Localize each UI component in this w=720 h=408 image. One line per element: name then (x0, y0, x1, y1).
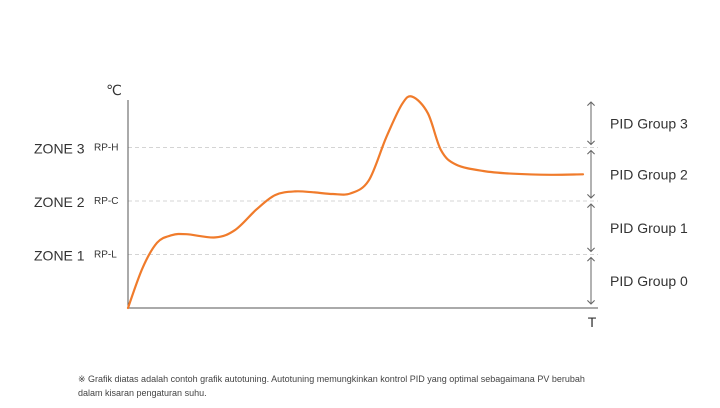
footnote-line-1: ※ Grafik diatas adalah contoh grafik aut… (78, 374, 585, 384)
pid-group-2-label: PID Group 2 (610, 166, 688, 182)
footnote: ※ Grafik diatas adalah contoh grafik aut… (78, 372, 678, 400)
zone-label-1: ZONE 1 (34, 248, 85, 264)
zone-labels: ZONE 1 RP-L ZONE 2 RP-C ZONE 3 RP-H (34, 141, 118, 264)
zone-label-3: ZONE 3 (34, 141, 85, 157)
pid-group-0-label: PID Group 0 (610, 273, 688, 289)
pv-curve (126, 95, 585, 310)
pid-group-1-label: PID Group 1 (610, 220, 688, 236)
rp-label-rp-c: RP-C (94, 196, 118, 207)
footnote-line-2: dalam kisaran pengaturan suhu. (78, 388, 207, 398)
rp-label-rp-l: RP-L (94, 250, 117, 261)
zone-label-2: ZONE 2 (34, 194, 85, 210)
y-axis-unit-label: ℃ (106, 82, 122, 98)
x-axis-label: T (588, 314, 597, 330)
zone-gridlines (128, 147, 598, 255)
pid-group-3-label: PID Group 3 (610, 115, 688, 131)
rp-label-rp-h: RP-H (94, 143, 118, 154)
pid-group-annotations: PID Group 0 PID Group 1 PID Group 2 PID Gro… (587, 101, 688, 305)
axes: ℃ T (106, 82, 598, 330)
